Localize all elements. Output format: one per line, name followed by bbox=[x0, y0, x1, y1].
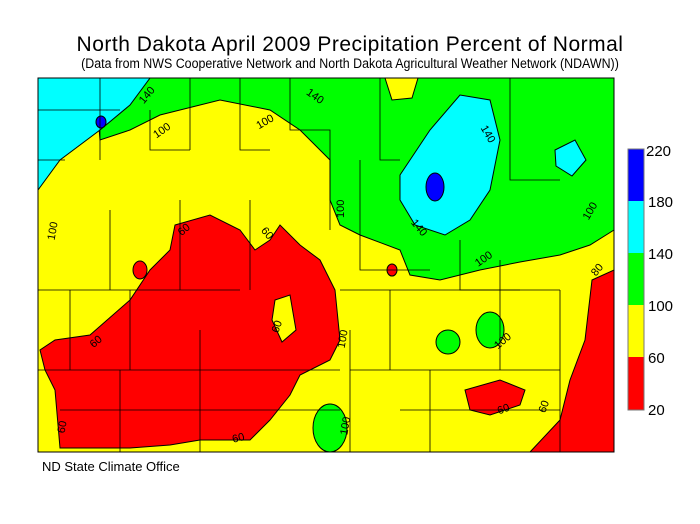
region-blue-northwest bbox=[95, 115, 107, 129]
region-cyan-northeast bbox=[399, 94, 501, 236]
legend: 220 180 140 100 60 20 bbox=[627, 143, 673, 419]
legend-tick-label: 20 bbox=[648, 402, 665, 419]
legend-tick-label: 220 bbox=[646, 143, 671, 160]
contour-label: 100 bbox=[336, 329, 351, 349]
legend-bin-100-140 bbox=[628, 253, 644, 305]
contour-label: 100 bbox=[335, 200, 347, 218]
contour-label: 60 bbox=[537, 399, 552, 415]
contour-label: 60 bbox=[231, 431, 246, 446]
legend-tick-label: 60 bbox=[648, 350, 665, 367]
map-title: North Dakota April 2009 Precipitation Pe… bbox=[76, 33, 624, 56]
contour-label: 60 bbox=[496, 402, 512, 417]
legend-bin-180-220 bbox=[628, 149, 644, 201]
credit-text: ND State Climate Office bbox=[42, 459, 180, 474]
legend-bin-20-60 bbox=[628, 357, 644, 410]
legend-tick-label: 180 bbox=[648, 194, 673, 211]
region-green-blob-1 bbox=[475, 311, 505, 349]
region-red-southwest bbox=[39, 214, 341, 449]
region-green-blob-2 bbox=[435, 329, 461, 355]
county-lines bbox=[38, 78, 561, 452]
legend-frame bbox=[627, 148, 645, 411]
region-red-small-1 bbox=[132, 260, 148, 280]
contour-label: 100 bbox=[338, 416, 353, 436]
contour-label: 60 bbox=[56, 420, 70, 434]
legend-bin-60-100 bbox=[628, 305, 644, 357]
legend-tick-label: 100 bbox=[648, 298, 673, 315]
region-yellow-hole bbox=[271, 294, 297, 343]
contour-label: 60 bbox=[270, 319, 285, 335]
state-border bbox=[37, 77, 615, 453]
legend-tick-label: 140 bbox=[648, 246, 673, 263]
legend-bin-140-180 bbox=[628, 201, 644, 253]
contour-label: 100 bbox=[46, 221, 61, 241]
region-cyan-redriver bbox=[554, 139, 587, 177]
region-blue-devils-lake bbox=[425, 172, 445, 202]
map-subtitle: (Data from NWS Cooperative Network and N… bbox=[81, 56, 619, 71]
